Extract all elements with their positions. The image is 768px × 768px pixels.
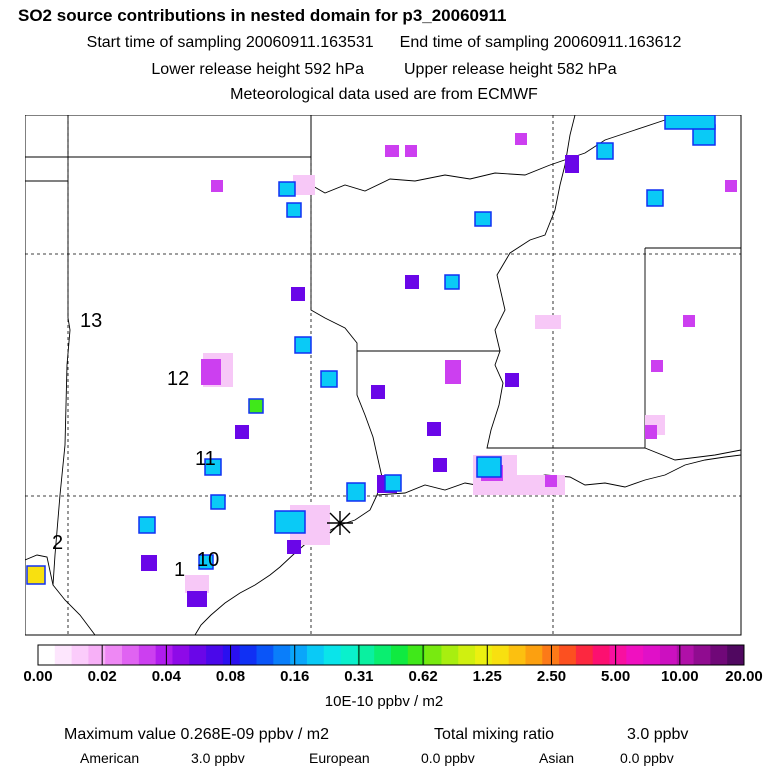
- color-scale-swatch: [676, 645, 695, 665]
- color-scale-swatch: [407, 645, 426, 665]
- color-scale-tick-label: 0.02: [87, 668, 117, 685]
- color-scale-swatch: [508, 645, 526, 665]
- color-scale-tick-label: 5.00: [601, 668, 631, 685]
- map-panel: [25, 115, 742, 636]
- release-site-star: [327, 511, 353, 535]
- map-label-1: 1: [174, 559, 186, 581]
- plume-cells: [26, 115, 737, 607]
- color-scale-swatch: [155, 645, 173, 665]
- color-scale-swatch: [441, 645, 459, 665]
- map-label-10: 10: [197, 549, 220, 571]
- color-scale-swatch: [609, 645, 627, 665]
- release-height-line: Lower release height 592 hPa Upper releas…: [0, 61, 768, 79]
- color-scale-swatch: [256, 645, 274, 665]
- european-label: European: [309, 750, 370, 766]
- max-value-text: Maximum value 0.268E-09 ppbv / m2: [64, 726, 330, 743]
- color-scale-swatch: [239, 645, 258, 665]
- asian-label: Asian: [539, 750, 575, 766]
- map-label-2: 2: [52, 532, 64, 554]
- color-scale-swatch: [391, 645, 409, 665]
- color-scale-swatch: [206, 645, 224, 665]
- color-scale-swatch: [273, 645, 291, 665]
- color-scale-swatch: [88, 645, 106, 665]
- color-scale-tick-label: 0.62: [408, 668, 438, 685]
- color-scale-swatch: [340, 645, 358, 665]
- color-scale-swatch: [592, 645, 611, 665]
- asian-value: 0.0 ppbv: [620, 750, 674, 766]
- color-scale-swatch: [222, 645, 241, 665]
- color-scale-swatch: [458, 645, 476, 665]
- color-scale-tick-label: 1.25: [472, 668, 502, 685]
- color-scale-tick-label: 0.04: [151, 668, 181, 685]
- color-scale-frame: [37, 644, 745, 666]
- color-scale-swatch: [71, 645, 89, 665]
- color-scale-swatch: [122, 645, 140, 665]
- color-scale-swatch: [559, 645, 577, 665]
- color-scale-swatch: [626, 645, 644, 665]
- color-scale-swatch: [693, 645, 711, 665]
- map-frame: [25, 115, 742, 636]
- color-scale-swatch: [710, 645, 728, 665]
- color-scale-swatch: [727, 645, 745, 665]
- color-scale-bar: [37, 644, 745, 666]
- map-label-13: 13: [80, 310, 103, 332]
- color-scale-swatch: [138, 645, 157, 665]
- color-scale-tick-label: 10.00: [661, 668, 699, 685]
- european-value: 0.0 ppbv: [421, 750, 475, 766]
- color-scale-swatch: [105, 645, 123, 665]
- american-label: American: [80, 750, 140, 766]
- end-time-text: End time of sampling 20060911.163612: [399, 34, 682, 51]
- color-scale-tick-label: 2.50: [536, 668, 567, 685]
- upper-height-text: Upper release height 582 hPa: [404, 61, 617, 78]
- start-time-text: Start time of sampling 20060911.163531: [86, 34, 374, 51]
- color-scale-tick-label: 0.16: [280, 668, 310, 685]
- sampling-time-line: Start time of sampling 20060911.163531 En…: [0, 34, 768, 52]
- color-scale-tick-label: 20.00: [725, 668, 763, 685]
- color-scale-swatch: [306, 645, 325, 665]
- lower-height-text: Lower release height 592 hPa: [151, 61, 364, 78]
- color-scale-swatch: [323, 645, 342, 665]
- color-scale-swatch: [659, 645, 678, 665]
- color-scale-swatch: [172, 645, 190, 665]
- met-data-text: Meteorological data used are from ECMWF: [230, 86, 538, 103]
- map-label-12: 12: [167, 368, 190, 390]
- map-label-11: 11: [195, 448, 216, 470]
- units-label: 10E-10 ppbv / m2: [324, 693, 444, 710]
- total-mixing-value: 3.0 ppbv: [627, 726, 689, 743]
- color-scale-swatch: [542, 645, 560, 665]
- color-scale-tick-label: 0.31: [344, 668, 374, 685]
- color-scale-swatch: [475, 645, 493, 665]
- color-scale-tick-label: 0.08: [215, 668, 246, 685]
- color-scale-swatch: [290, 645, 308, 665]
- color-scale-swatch: [374, 645, 392, 665]
- color-scale-swatch: [643, 645, 661, 665]
- chart-title: SO2 source contributions in nested domai…: [18, 6, 507, 25]
- color-scale-swatch: [189, 645, 207, 665]
- color-scale-swatch: [491, 645, 510, 665]
- total-mixing-label: Total mixing ratio: [434, 726, 555, 743]
- color-scale-tick-label: 0.00: [23, 668, 53, 685]
- color-scale-swatch: [54, 645, 73, 665]
- color-scale-swatch: [424, 645, 442, 665]
- color-scale-swatch: [575, 645, 594, 665]
- american-value: 3.0 ppbv: [191, 750, 245, 766]
- color-scale-swatch: [357, 645, 375, 665]
- color-scale-swatch: [38, 645, 56, 665]
- color-scale-swatch: [525, 645, 543, 665]
